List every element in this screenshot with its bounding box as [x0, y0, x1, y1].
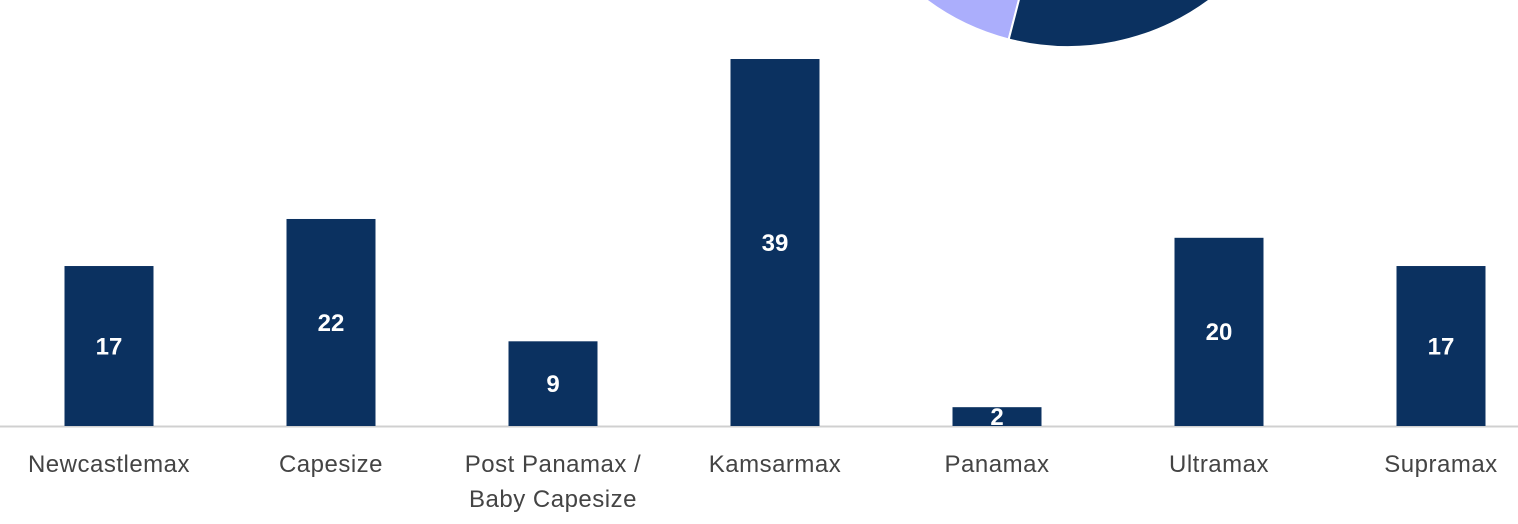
x-tick-label: Kamsarmax: [709, 451, 842, 478]
x-tick-label: Post Panamax / Baby Capesize: [465, 451, 641, 513]
bar: [508, 341, 598, 426]
bar: [952, 407, 1042, 426]
value-label: 39: [762, 230, 789, 257]
x-tick-label: Supramax: [1384, 451, 1497, 478]
value-label: 17: [1428, 333, 1455, 360]
x-tick-label: Ultramax: [1169, 451, 1269, 478]
bar: [1396, 266, 1486, 426]
bar: [286, 218, 376, 426]
pie-slice: [924, 0, 1020, 41]
value-label: 2: [990, 404, 1003, 431]
value-label: 9: [546, 371, 559, 398]
x-tick-label: Capesize: [279, 451, 383, 478]
value-label: 20: [1206, 319, 1233, 346]
bar: [1174, 237, 1264, 426]
bar: [730, 59, 820, 426]
pie-slice: [1007, 0, 1212, 48]
value-label: 22: [318, 310, 345, 337]
bar: [64, 266, 154, 426]
x-tick-label: Panamax: [945, 451, 1050, 478]
x-tick-label: Newcastlemax: [28, 451, 190, 478]
pie-label: 8 %: [949, 0, 990, 1]
value-label: 17: [96, 333, 123, 360]
